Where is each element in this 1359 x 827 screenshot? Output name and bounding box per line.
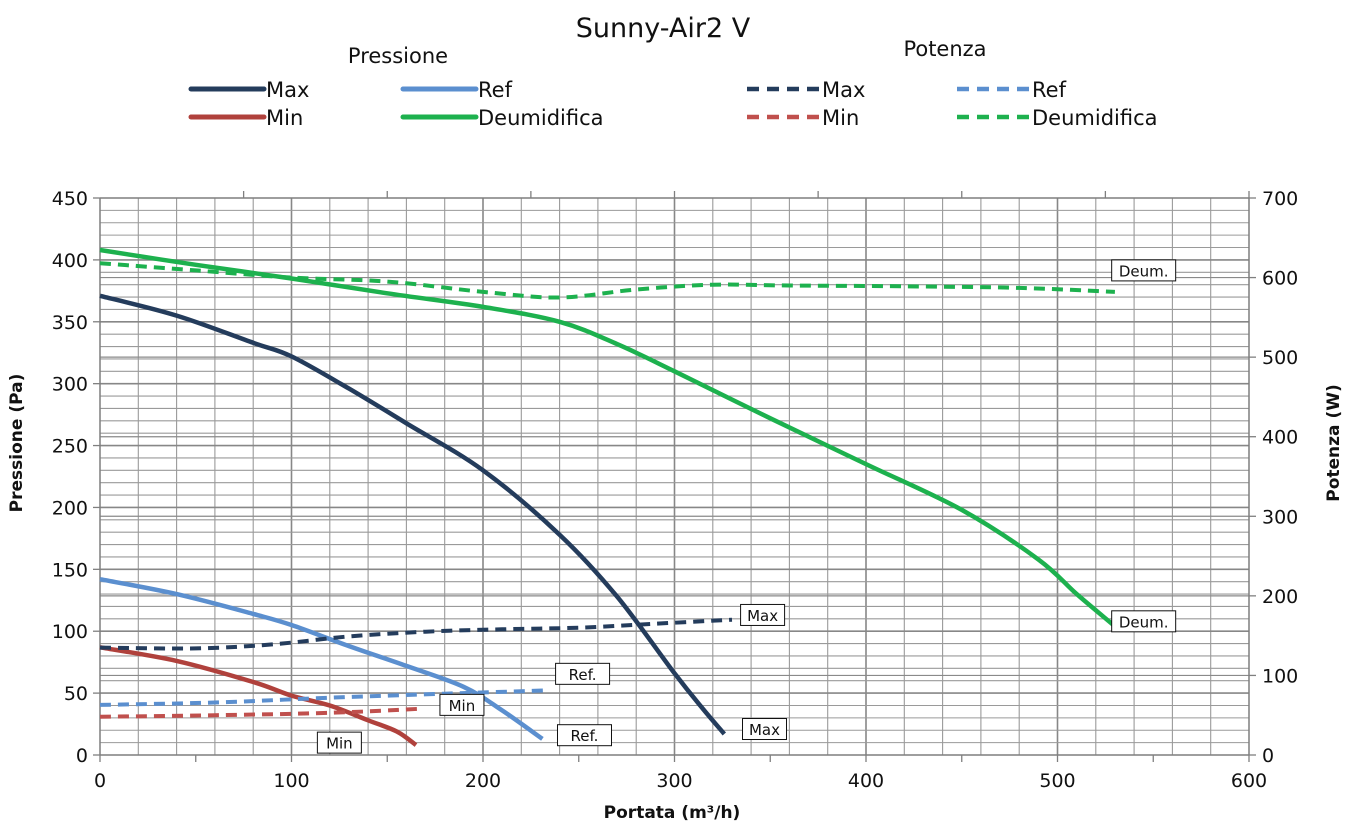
x-tick-label: 100 xyxy=(273,770,309,792)
y2-tick-label: 500 xyxy=(1262,347,1298,369)
x-tick-label: 600 xyxy=(1231,770,1267,792)
legend-label: Min xyxy=(822,106,859,130)
annotation-box xyxy=(1111,259,1177,282)
y-tick-label: 350 xyxy=(52,312,88,334)
annotation-box xyxy=(316,731,362,754)
series-lines xyxy=(99,247,1117,747)
y2-tick-label: 100 xyxy=(1262,665,1298,687)
annotation-box xyxy=(556,724,612,747)
y-tick-label: 100 xyxy=(52,621,88,643)
legend: Max Ref Min Deumidifica Max Ref Min Deumidifica xyxy=(188,78,1158,130)
axes xyxy=(93,191,1256,762)
annotation-label: Deum. xyxy=(1119,613,1169,631)
series-line-pressione-deumidifica xyxy=(99,247,1117,629)
annotation-label: Deum. xyxy=(1119,262,1169,280)
annotation-box xyxy=(742,718,788,741)
y-tick-label: 450 xyxy=(52,188,88,210)
y2-tick-label: 600 xyxy=(1262,268,1298,290)
x-tick-label: 300 xyxy=(656,770,692,792)
legend-label: Min xyxy=(266,106,303,130)
legend-label: Max xyxy=(822,78,865,102)
series-line-potenza-max xyxy=(99,617,733,651)
x-tick-label: 500 xyxy=(1039,770,1075,792)
y-tick-label: 0 xyxy=(76,745,88,767)
y-tick-label: 400 xyxy=(52,250,88,272)
y2-tick-label: 0 xyxy=(1262,745,1274,767)
y-axis-title: Pressione (Pa) xyxy=(7,374,27,513)
series-line-potenza-min xyxy=(99,706,420,719)
series-line-pressione-ref xyxy=(99,576,544,741)
legend-label: Max xyxy=(266,78,309,102)
annotations: Deum. Max Ref. Min Deum. Max Ref. Min xyxy=(316,259,1177,754)
x-tick-label: 400 xyxy=(848,770,884,792)
y2-tick-label: 400 xyxy=(1262,427,1298,449)
legend-label: Deumidifica xyxy=(1032,106,1158,130)
annotation-label: Max xyxy=(749,721,780,739)
annotation-label: Ref. xyxy=(569,666,597,684)
legend-label: Deumidifica xyxy=(478,106,604,130)
x-axis-title: Portata (m³/h) xyxy=(604,803,741,823)
y-tick-label: 150 xyxy=(52,559,88,581)
y2-tick-label: 200 xyxy=(1262,586,1298,608)
chart-title: Sunny-Air2 V xyxy=(576,13,751,44)
series-line-potenza-deumidifica xyxy=(99,261,1115,300)
y2-tick-label: 300 xyxy=(1262,506,1298,528)
series-line-potenza-ref xyxy=(99,688,545,707)
y-tick-label: 300 xyxy=(52,374,88,396)
annotation-label: Min xyxy=(326,735,353,753)
legend-group-title-potenza: Potenza xyxy=(903,37,986,61)
y-tick-label: 200 xyxy=(52,497,88,519)
series-line-pressione-max xyxy=(99,293,727,736)
legend-group-title-pressione: Pressione xyxy=(348,44,448,68)
annotation-label: Max xyxy=(747,607,778,625)
x-tick-label: 200 xyxy=(465,770,501,792)
annotation-label: Min xyxy=(449,697,476,715)
legend-label: Ref xyxy=(1032,78,1067,102)
annotation-box xyxy=(740,603,786,626)
annotation-box xyxy=(1111,610,1177,633)
legend-label: Ref xyxy=(478,78,513,102)
y2-axis-title: Potenza (W) xyxy=(1324,384,1344,501)
tick-labels: 0 100 200 300 400 500 600 0 50 100 150 200 250 300 350… xyxy=(52,188,1299,792)
annotation-box xyxy=(439,693,485,716)
x-tick-label: 0 xyxy=(94,770,106,792)
annotation-label: Ref. xyxy=(571,727,599,745)
annotation-box xyxy=(555,662,611,685)
y2-tick-label: 700 xyxy=(1262,188,1298,210)
y-tick-label: 50 xyxy=(64,683,88,705)
y-tick-label: 250 xyxy=(52,436,88,458)
